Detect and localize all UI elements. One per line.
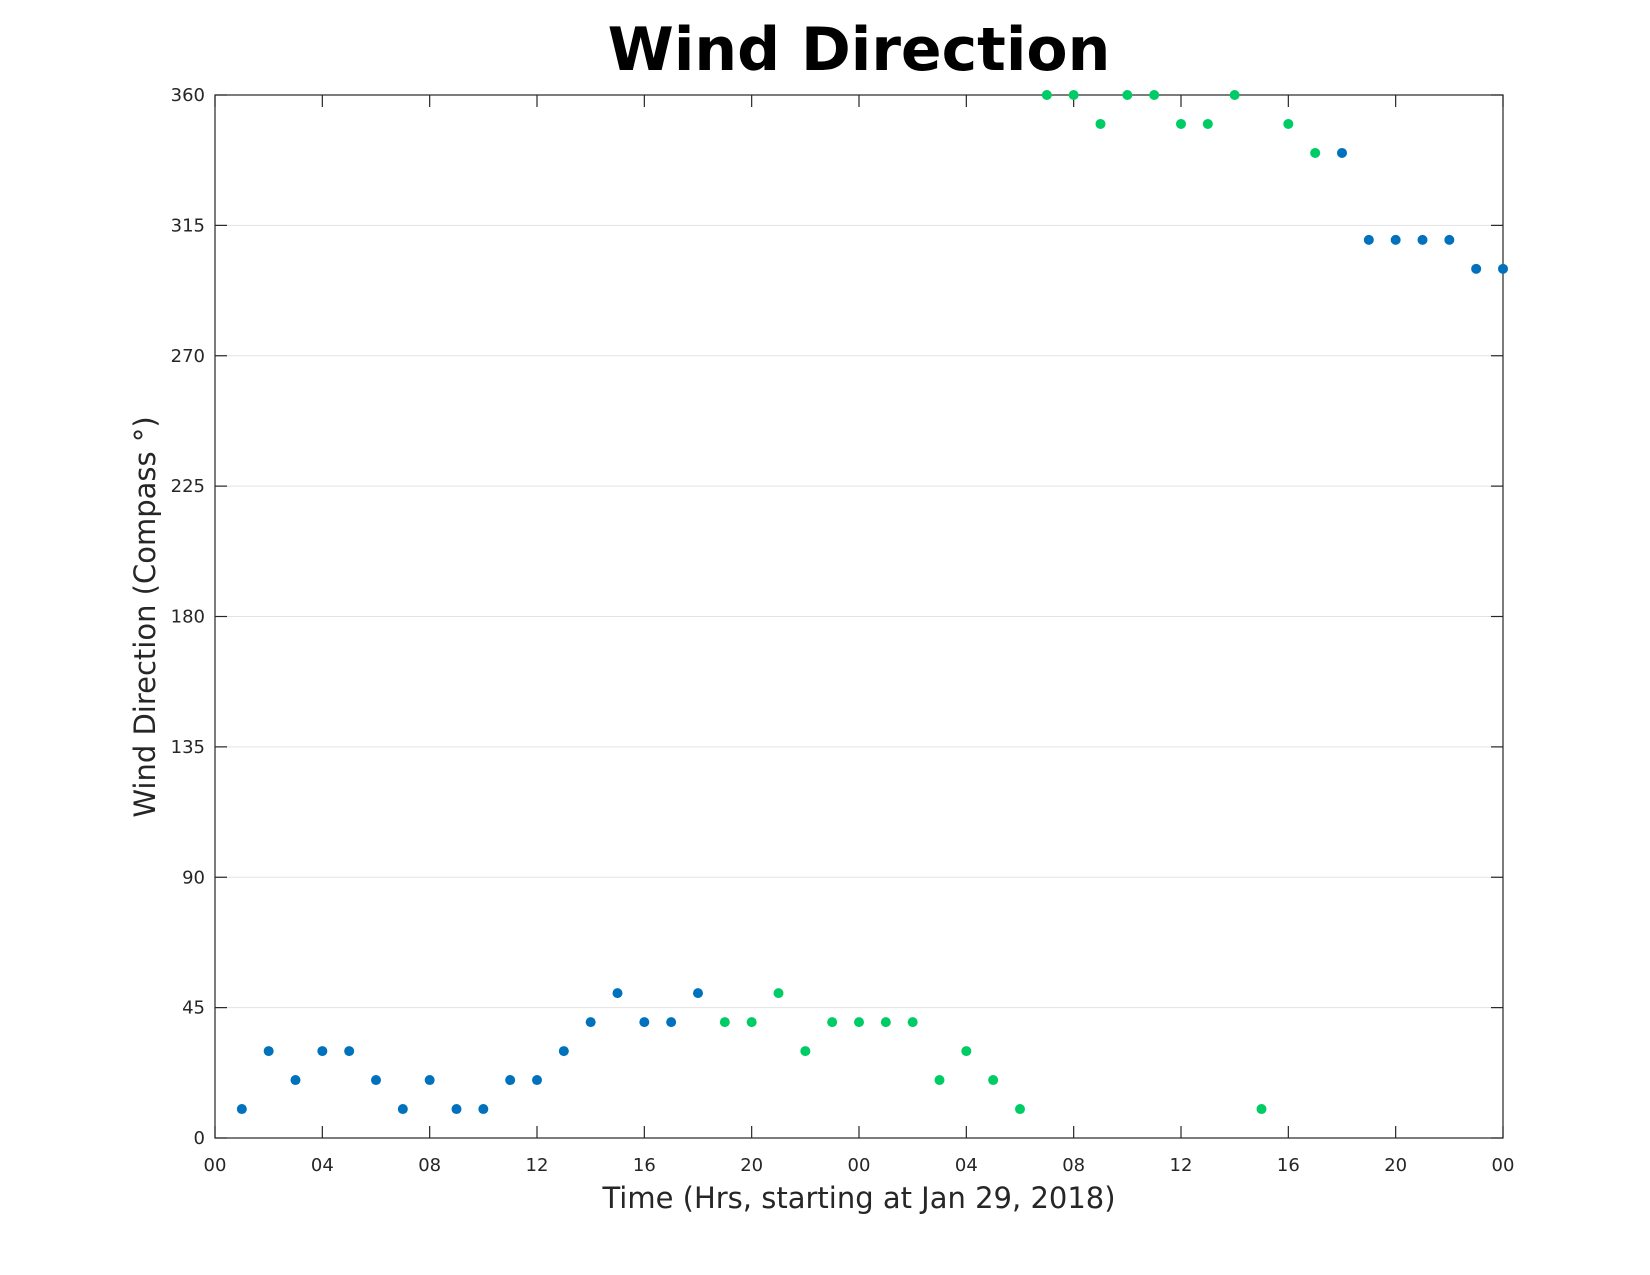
data-point-blue bbox=[1363, 234, 1374, 245]
x-tick-label: 08 bbox=[1062, 1155, 1085, 1176]
x-tick-label: 00 bbox=[204, 1155, 227, 1176]
data-point-green bbox=[800, 1046, 811, 1057]
data-point-blue bbox=[451, 1104, 462, 1115]
data-point-green bbox=[827, 1017, 838, 1028]
y-tick-label: 0 bbox=[194, 1128, 205, 1149]
x-tick-label: 16 bbox=[633, 1155, 656, 1176]
data-point-blue bbox=[478, 1104, 489, 1115]
data-points bbox=[236, 90, 1508, 1115]
data-point-green bbox=[1202, 118, 1213, 129]
y-tick-label: 45 bbox=[182, 998, 205, 1019]
data-point-green bbox=[1149, 90, 1160, 100]
data-point-blue bbox=[1498, 263, 1508, 274]
data-point-blue bbox=[505, 1075, 516, 1086]
x-tick-label: 12 bbox=[526, 1155, 549, 1176]
data-point-green bbox=[1176, 118, 1186, 129]
data-point-green bbox=[880, 1017, 891, 1028]
data-point-green bbox=[934, 1075, 945, 1086]
data-point-blue bbox=[263, 1046, 274, 1057]
y-tick-label: 270 bbox=[171, 346, 205, 367]
y-tick-label: 315 bbox=[171, 215, 205, 236]
data-point-green bbox=[907, 1017, 918, 1028]
data-point-blue bbox=[612, 988, 623, 999]
x-tick-label: 20 bbox=[1384, 1155, 1407, 1176]
data-point-blue bbox=[585, 1017, 596, 1028]
data-point-green bbox=[773, 988, 784, 999]
x-tick-label: 08 bbox=[418, 1155, 441, 1176]
data-point-green bbox=[719, 1017, 730, 1028]
axis-ticks bbox=[214, 94, 1504, 1139]
data-point-blue bbox=[290, 1075, 301, 1086]
data-point-green bbox=[1015, 1104, 1025, 1115]
data-point-blue bbox=[344, 1046, 355, 1057]
data-point-blue bbox=[371, 1075, 381, 1086]
data-point-blue bbox=[424, 1075, 435, 1086]
data-point-blue bbox=[1444, 234, 1455, 245]
data-point-green bbox=[988, 1075, 999, 1086]
x-tick-labels: 00 04 08 12 16 20 00 04 08 12 16 20 00 bbox=[204, 1155, 1515, 1176]
x-tick-label: 00 bbox=[1492, 1155, 1515, 1176]
data-point-green bbox=[1283, 118, 1294, 129]
data-point-blue bbox=[236, 1104, 247, 1115]
data-point-blue bbox=[639, 1017, 650, 1028]
data-point-blue bbox=[1337, 147, 1347, 158]
data-point-green bbox=[1095, 118, 1106, 129]
data-point-blue bbox=[1471, 263, 1482, 274]
y-tick-label: 360 bbox=[171, 85, 205, 106]
data-point-green bbox=[1068, 90, 1079, 100]
data-point-green bbox=[1229, 90, 1240, 100]
y-tick-label: 90 bbox=[182, 867, 205, 888]
x-axis-label: Time (Hrs, starting at Jan 29, 2018) bbox=[601, 1181, 1115, 1215]
data-point-blue bbox=[693, 988, 703, 999]
grid-lines bbox=[215, 224, 1503, 1009]
data-point-green bbox=[1256, 1104, 1267, 1115]
data-point-blue bbox=[1390, 234, 1401, 245]
y-tick-labels: 0 45 90 135 180 225 270 315 360 bbox=[171, 85, 205, 1149]
data-point-blue bbox=[397, 1104, 408, 1115]
y-tick-label: 225 bbox=[171, 476, 205, 497]
y-axis-label: Wind Direction (Compass °) bbox=[128, 416, 162, 817]
x-tick-label: 20 bbox=[740, 1155, 763, 1176]
x-tick-label: 12 bbox=[1170, 1155, 1193, 1176]
data-point-green bbox=[1122, 90, 1133, 100]
data-point-blue bbox=[1417, 234, 1428, 245]
data-point-green bbox=[1310, 147, 1321, 158]
x-tick-label: 04 bbox=[311, 1155, 334, 1176]
y-tick-label: 135 bbox=[171, 737, 205, 758]
data-point-blue bbox=[317, 1046, 328, 1057]
data-point-blue bbox=[666, 1017, 677, 1028]
data-point-green bbox=[1041, 90, 1052, 100]
data-point-green bbox=[854, 1017, 864, 1028]
data-point-blue bbox=[558, 1046, 569, 1057]
x-tick-label: 00 bbox=[848, 1155, 871, 1176]
y-tick-label: 180 bbox=[171, 607, 205, 628]
data-point-blue bbox=[532, 1075, 542, 1086]
x-tick-label: 04 bbox=[955, 1155, 978, 1176]
data-point-green bbox=[961, 1046, 972, 1057]
x-tick-label: 16 bbox=[1277, 1155, 1300, 1176]
data-point-green bbox=[746, 1017, 757, 1028]
chart-title: Wind Direction bbox=[608, 15, 1111, 85]
